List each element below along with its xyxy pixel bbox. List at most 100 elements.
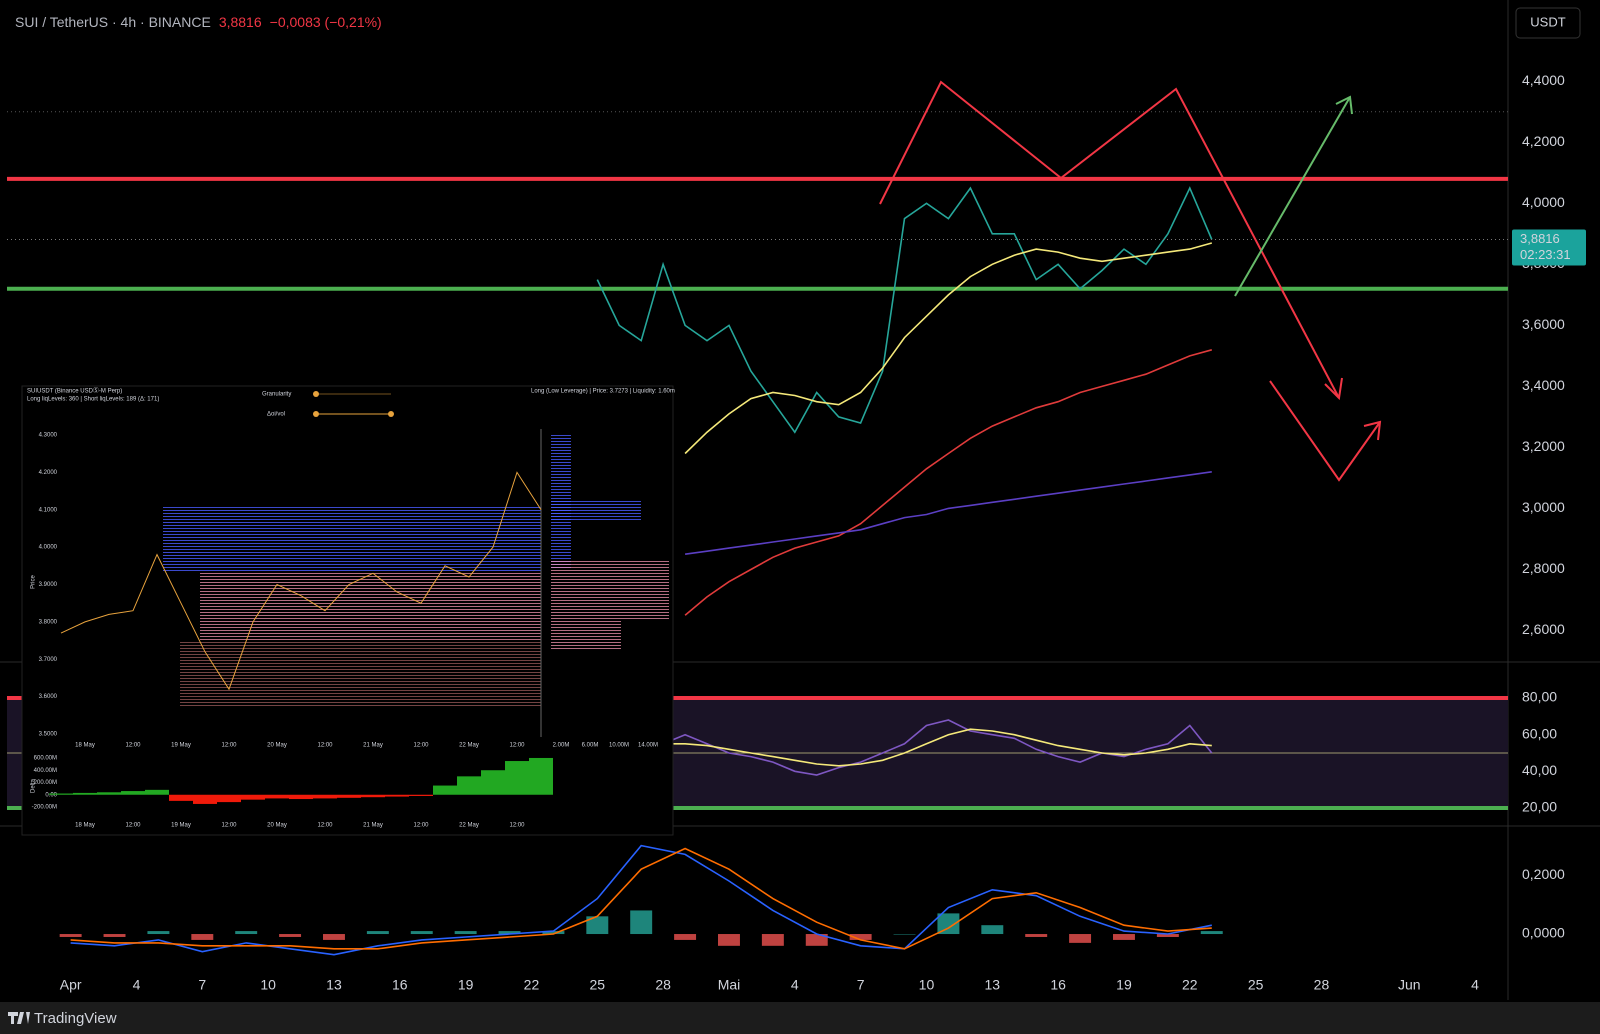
- histogram-bar: [1156, 934, 1179, 937]
- delta-bar: [481, 770, 505, 795]
- y-tick-label: 3.7000: [39, 657, 58, 663]
- delta-bar: [241, 794, 265, 800]
- liquidity-profile: [551, 620, 621, 650]
- series-line: [662, 719, 1213, 776]
- currency-button[interactable]: [1515, 7, 1581, 39]
- histogram-bar: [586, 916, 609, 935]
- arrow-head: [1363, 420, 1382, 441]
- x-tick-label: 12:00: [509, 823, 525, 829]
- profile-tick-label: 2.00M: [553, 743, 570, 749]
- delta-bar: [49, 793, 73, 795]
- y-tick-label: 4,2000: [1522, 133, 1565, 149]
- x-tick-label: Jun: [1398, 977, 1421, 993]
- delta-bar: [337, 794, 361, 798]
- inset-subtitle: Long liqLevels: 360 | Short liqLevels: 1…: [27, 397, 159, 403]
- x-tick-label: 22 May: [459, 743, 479, 749]
- x-tick-label: 21 May: [363, 823, 383, 829]
- histogram-bar: [1025, 934, 1048, 937]
- delta-bar: [145, 789, 169, 795]
- y-tick-label: 0,2000: [1522, 866, 1565, 882]
- last-price: 3,8816: [219, 14, 262, 30]
- last-price-tag: [1512, 229, 1586, 266]
- delta-bar: [409, 794, 433, 796]
- pattern-line: [1269, 380, 1381, 482]
- x-tick-label: 7: [198, 977, 206, 993]
- histogram-bar: [366, 931, 389, 935]
- x-tick-label: 25: [1248, 977, 1264, 993]
- symbol-header: SUI / TetherUS · 4h · BINANCE 3,8816 −0,00…: [15, 14, 382, 30]
- y-tick-label: 0,0000: [1522, 925, 1565, 941]
- histogram-bar: [191, 934, 214, 940]
- arrow-head: [1324, 377, 1343, 401]
- inset-charts: 4.3000 4.2000 4.1000 4.0000 3.9000 3.8000 3.70…: [32, 433, 553, 829]
- delta-bar: [193, 794, 217, 804]
- histogram-bar: [937, 913, 960, 935]
- histogram-bar: [630, 910, 653, 935]
- y-tick-label: 600.00M: [34, 756, 57, 762]
- control-label: Granularity: [262, 392, 291, 398]
- x-tick-label: 19: [1116, 977, 1132, 993]
- delta-bar: [529, 757, 553, 795]
- y-tick-label: 4.1000: [39, 507, 58, 513]
- series-line: [60, 471, 542, 691]
- currency-label[interactable]: USDT: [1530, 14, 1565, 29]
- y-tick-label: 20,00: [1522, 799, 1557, 815]
- control-label: Δoi/vol: [267, 412, 285, 418]
- x-tick-label: Apr: [60, 977, 82, 993]
- x-tick-label: 19 May: [171, 743, 191, 749]
- x-tick-label: 10: [260, 977, 276, 993]
- profile-tick-label: 6.00M: [582, 743, 599, 749]
- y-tick-label: 40,00: [1522, 762, 1557, 778]
- arrow-head: [1335, 95, 1353, 115]
- y-tick-label: 4,4000: [1522, 72, 1565, 88]
- inset-title: SUIUSDT (Binance USDⓈ-M Perp): [27, 387, 122, 395]
- x-tick-label: 12:00: [317, 743, 333, 749]
- x-tick-label: 10: [919, 977, 935, 993]
- y-tick-label: 80,00: [1522, 689, 1557, 705]
- histogram-bar: [981, 925, 1004, 935]
- y-tick-label: 2,8000: [1522, 560, 1565, 576]
- slider-handle[interactable]: [313, 411, 319, 417]
- short-liquidity-zone: [163, 505, 541, 572]
- inset-y-label: Price: [31, 575, 37, 589]
- inset-tooltip: Long (Low Leverage) | Price: 3.7273 | Li…: [531, 389, 675, 395]
- delta-bar: [361, 794, 385, 798]
- x-tick-label: 12:00: [125, 823, 141, 829]
- histogram-bar: [147, 931, 170, 935]
- delta-bar: [265, 794, 289, 799]
- histogram-bar: [498, 931, 521, 935]
- histogram-bar: [674, 934, 697, 940]
- x-tick-label: 12:00: [317, 823, 333, 829]
- y-tick-label: 3,2000: [1522, 438, 1565, 454]
- x-tick-label: 18 May: [75, 823, 95, 829]
- x-tick-label: 22: [1182, 977, 1198, 993]
- x-tick-label: 28: [655, 977, 671, 993]
- histogram-bar: [279, 934, 302, 937]
- slider-handle[interactable]: [313, 391, 319, 397]
- pattern-line: [879, 80, 1340, 399]
- profile-tick-label: 14.00M: [638, 743, 658, 749]
- liquidation-inset: SUIUSDT (Binance USDⓈ-M Perp) Long liqLe…: [21, 385, 675, 836]
- delta-bar: [385, 794, 409, 797]
- histogram-bar: [59, 934, 82, 937]
- x-tick-label: 20 May: [267, 743, 287, 749]
- x-tick-label: 12:00: [221, 743, 237, 749]
- x-tick-label: 12:00: [509, 743, 525, 749]
- series-line: [684, 471, 1212, 555]
- countdown: 02:23:31: [1520, 247, 1571, 262]
- y-tick-label: 3,0000: [1522, 499, 1565, 515]
- x-tick-label: 12:00: [125, 743, 141, 749]
- histogram-bar: [542, 931, 565, 935]
- delta-bar: [457, 776, 481, 795]
- liquidity-profile: [551, 560, 669, 620]
- x-tick-label: Mai: [718, 977, 741, 993]
- series-line: [684, 242, 1213, 455]
- liquidity-profile: [551, 500, 641, 520]
- delta-bar: [289, 794, 313, 800]
- delta-bar: [73, 792, 97, 795]
- x-tick-label: 12:00: [413, 823, 429, 829]
- slider-handle[interactable]: [388, 411, 394, 417]
- y-tick-label: 3.8000: [39, 619, 58, 625]
